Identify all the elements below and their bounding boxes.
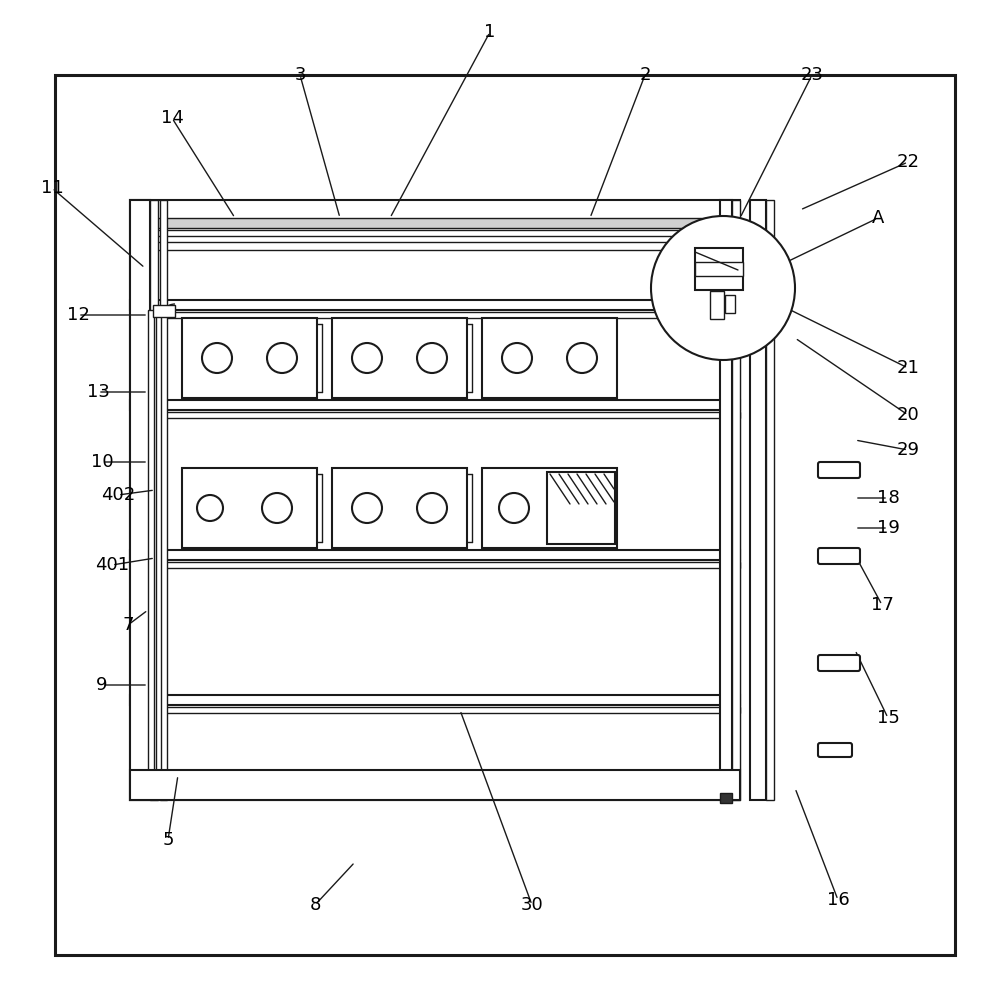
Bar [130,200,150,800]
Bar [750,200,766,800]
Bar [150,200,158,800]
Circle shape [417,493,447,523]
Bar [720,793,732,803]
Circle shape [499,493,529,523]
Text: 1: 1 [484,23,496,41]
Text: 2: 2 [639,66,651,84]
Text: 22: 22 [896,153,920,171]
Bar [725,295,735,313]
Text: 9: 9 [96,676,108,694]
Circle shape [197,495,223,521]
Text: 3: 3 [294,66,306,84]
Text: 401: 401 [95,556,129,574]
Circle shape [417,343,447,373]
Bar [130,242,740,250]
Bar [130,550,740,560]
Circle shape [202,343,232,373]
Bar [695,262,743,276]
Bar [710,291,724,319]
Text: 17: 17 [871,596,893,614]
Text: 10: 10 [91,453,113,471]
Bar [148,310,154,780]
Bar [130,200,740,800]
Circle shape [262,493,292,523]
Bar [130,707,740,713]
Bar [482,318,617,398]
Text: 13: 13 [87,383,109,401]
Bar [130,562,740,568]
Bar [695,248,743,290]
Bar [130,412,740,418]
Text: 20: 20 [897,406,919,424]
FancyBboxPatch shape [818,548,860,564]
Bar [732,200,740,800]
Bar [332,318,467,398]
Bar [182,468,317,548]
Text: 21: 21 [897,359,919,377]
Circle shape [352,343,382,373]
Bar [55,75,955,955]
Text: 5: 5 [162,831,174,849]
Bar [130,218,740,228]
FancyBboxPatch shape [818,462,860,478]
Bar [160,200,167,800]
Bar [547,472,615,544]
Bar [766,200,774,800]
Bar [153,305,175,317]
Circle shape [267,343,297,373]
Bar [182,318,317,398]
Text: 7: 7 [122,616,134,634]
Text: 11: 11 [41,179,63,197]
Text: 15: 15 [877,709,899,727]
FancyBboxPatch shape [818,743,852,757]
Circle shape [352,493,382,523]
Circle shape [651,216,795,360]
Bar [130,695,740,705]
Text: 29: 29 [896,441,920,459]
Text: 402: 402 [101,486,135,504]
Text: 14: 14 [161,109,183,127]
Text: 19: 19 [877,519,899,537]
Bar [482,468,617,548]
Bar [720,200,732,800]
Bar [135,230,740,236]
Bar [130,400,740,410]
Bar [130,300,740,310]
Bar [130,770,740,800]
Text: 16: 16 [827,891,849,909]
Bar [156,310,161,780]
Circle shape [502,343,532,373]
Text: 8: 8 [309,896,321,914]
Circle shape [567,343,597,373]
FancyBboxPatch shape [818,655,860,671]
Text: 18: 18 [877,489,899,507]
Text: 30: 30 [521,896,543,914]
Text: 23: 23 [800,66,824,84]
Text: 12: 12 [67,306,89,324]
Text: A: A [872,209,884,227]
Bar [130,312,740,318]
Bar [332,468,467,548]
